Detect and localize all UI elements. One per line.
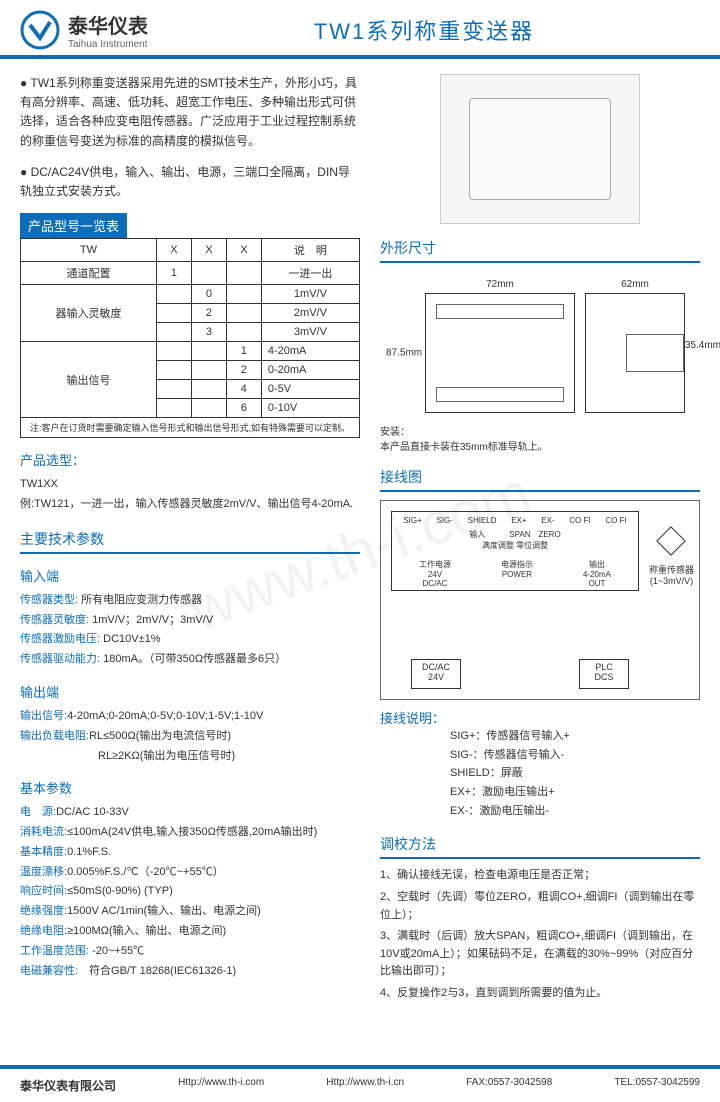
cell: 1 (156, 262, 191, 285)
power-box: DC/AC 24V (411, 659, 461, 689)
cell: 2mV/V (261, 304, 359, 323)
input-section-title: 输入端 (20, 566, 360, 585)
install-note: 安装： 本产品直接卡装在35mm标准导轨上。 (380, 423, 700, 453)
spec-row: 电磁兼容性: 符合GB/T 18268(IEC61326-1) (20, 962, 360, 982)
page-footer: 泰华仪表有限公司 Http://www.th-i.com Http://www.… (0, 1065, 720, 1102)
footer-url2: Http://www.th-i.cn (326, 1077, 404, 1094)
cell: 器输入灵敏度 (21, 285, 157, 342)
logo-chinese: 泰华仪表 (68, 10, 148, 39)
sensor-range: (1~3mV/V) (649, 576, 694, 586)
cal-step: 1、确认接线无误，检查电源电压是否正常； (380, 867, 700, 885)
dim-depth: 62mm (621, 279, 649, 290)
spec-row: 基本精度:0.1%F.S. (20, 843, 360, 863)
wiring-explain: 接线说明： SIG+：传感器信号输入+ SIG-：传感器信号输入- SHIELD… (380, 708, 700, 820)
spec-row: 温度漂移:0.005%F.S./℃（-20℃~+55℃） (20, 863, 360, 883)
dimensions-title: 外形尺寸 (380, 238, 700, 263)
spec-row: 传感器激励电压: DC10V±1% (20, 630, 360, 650)
intro-paragraph-2: DC/AC24V供电，输入、输出、电源，三端口全隔离，DIN导轨独立式安装方式。 (20, 163, 360, 201)
table-note: 注:客户在订货时需要确定输入信号形式和输出信号形式,如有特殊需要可以定制。 (21, 418, 360, 438)
cell: 输出信号 (21, 342, 157, 418)
page-header: 泰华仪表 Taihua Instrument TW1系列称重变送器 (0, 0, 720, 59)
spec-row: 输出信号:4-20mA;0-20mA;0-5V;0-10V;1-5V;1-10V (20, 707, 360, 727)
cell: X (226, 239, 261, 262)
wiring-diagram: SIG+SIG- SHIELDEX+EX- CO FICO FI 输入 SPAN… (380, 500, 700, 700)
model-table-title: 产品型号一览表 (20, 213, 127, 238)
cell: 0 (191, 285, 226, 304)
spec-row: 传感器类型: 所有电阻应变测力传感器 (20, 591, 360, 611)
selection-title: 产品选型： (20, 450, 360, 469)
spec-row: 响应时间:≤50mS(0-90%) (TYP) (20, 882, 360, 902)
output-section-title: 输出端 (20, 682, 360, 701)
spec-row: 绝缘电阻:≥100MΩ(输入、输出、电源之间) (20, 922, 360, 942)
spec-row: 绝缘强度:1500V AC/1min(输入、输出、电源之间) (20, 902, 360, 922)
cell: 2 (226, 361, 261, 380)
model-table: TW X X X 说 明 通道配置 1 一进一出 器输入灵敏度 0 1mV/V … (20, 238, 360, 438)
logo-icon (20, 10, 60, 50)
cell: 0-10V (261, 399, 359, 418)
sensor-icon (651, 521, 691, 561)
product-image (440, 74, 640, 224)
plc-box: PLC DCS (579, 659, 629, 689)
sensor-label: 称重传感器 (649, 563, 694, 576)
intro-paragraph-1: TW1系列称重变送器采用先进的SMT技术生产，外形小巧，具有高分辨率、高速、低功… (20, 74, 360, 151)
cell: 4-20mA (261, 342, 359, 361)
spec-row: 工作温度范围: -20~+55℃ (20, 942, 360, 962)
dim-height: 87.5mm (386, 348, 422, 359)
cell: 6 (226, 399, 261, 418)
spec-row: 输出负载电阻:RL≤500Ω(输出为电流信号时) (20, 727, 360, 747)
footer-tel: TEL:0557-3042599 (614, 1077, 700, 1094)
footer-fax: FAX:0557-3042598 (466, 1077, 552, 1094)
selection-example: 例:TW121，一进一出，输入传感器灵敏度2mV/V、输出信号4-20mA. (20, 495, 360, 515)
cell: 1mV/V (261, 285, 359, 304)
dim-width: 72mm (486, 279, 514, 290)
spec-row: 传感器驱动能力: 180mA。（可带350Ω传感器最多6只） (20, 650, 360, 670)
cell: 说 明 (261, 239, 359, 262)
spec-row: 电 源:DC/AC 10-33V (20, 803, 360, 823)
spec-row: 传感器灵敏度: 1mV/V；2mV/V；3mV/V (20, 611, 360, 631)
spec-row: 消耗电流:≤100mA(24V供电,输入接350Ω传感器,20mA输出时) (20, 823, 360, 843)
footer-company: 泰华仪表有限公司 (20, 1077, 116, 1094)
cell: 0-5V (261, 380, 359, 399)
wiring-title: 接线图 (380, 467, 700, 492)
cell: 通道配置 (21, 262, 157, 285)
cell: X (191, 239, 226, 262)
cell: 2 (191, 304, 226, 323)
cell: TW (21, 239, 157, 262)
basic-section-title: 基本参数 (20, 778, 360, 797)
cell: 4 (226, 380, 261, 399)
footer-url1: Http://www.th-i.com (178, 1077, 264, 1094)
specs-title: 主要技术参数 (20, 529, 360, 554)
selection-model: TW1XX (20, 475, 360, 495)
cal-step: 4、反复操作2与3，直到调到所需要的值为止。 (380, 985, 700, 1003)
logo-english: Taihua Instrument (68, 39, 148, 50)
cell: 1 (226, 342, 261, 361)
page-title: TW1系列称重变送器 (148, 14, 700, 46)
cal-step: 2、空载时（先调）零位ZERO，粗调CO+,细调FI（调到输出在零位上）； (380, 889, 700, 924)
dimension-diagram: 72mm 87.5mm 62mm 35.4mm (380, 273, 700, 413)
cell: X (156, 239, 191, 262)
cell: 3 (191, 323, 226, 342)
cal-step: 3、满载时（后调）放大SPAN，粗调CO+,细调FI（调到输出，在10V或20m… (380, 928, 700, 981)
spec-row: RL≥2KΩ(输出为电压信号时) (20, 747, 360, 767)
cell: 0-20mA (261, 361, 359, 380)
cell: 一进一出 (261, 262, 359, 285)
calibration-title: 调校方法 (380, 834, 700, 859)
dim-h2: 35.4mm (685, 340, 720, 351)
cell: 3mV/V (261, 323, 359, 342)
